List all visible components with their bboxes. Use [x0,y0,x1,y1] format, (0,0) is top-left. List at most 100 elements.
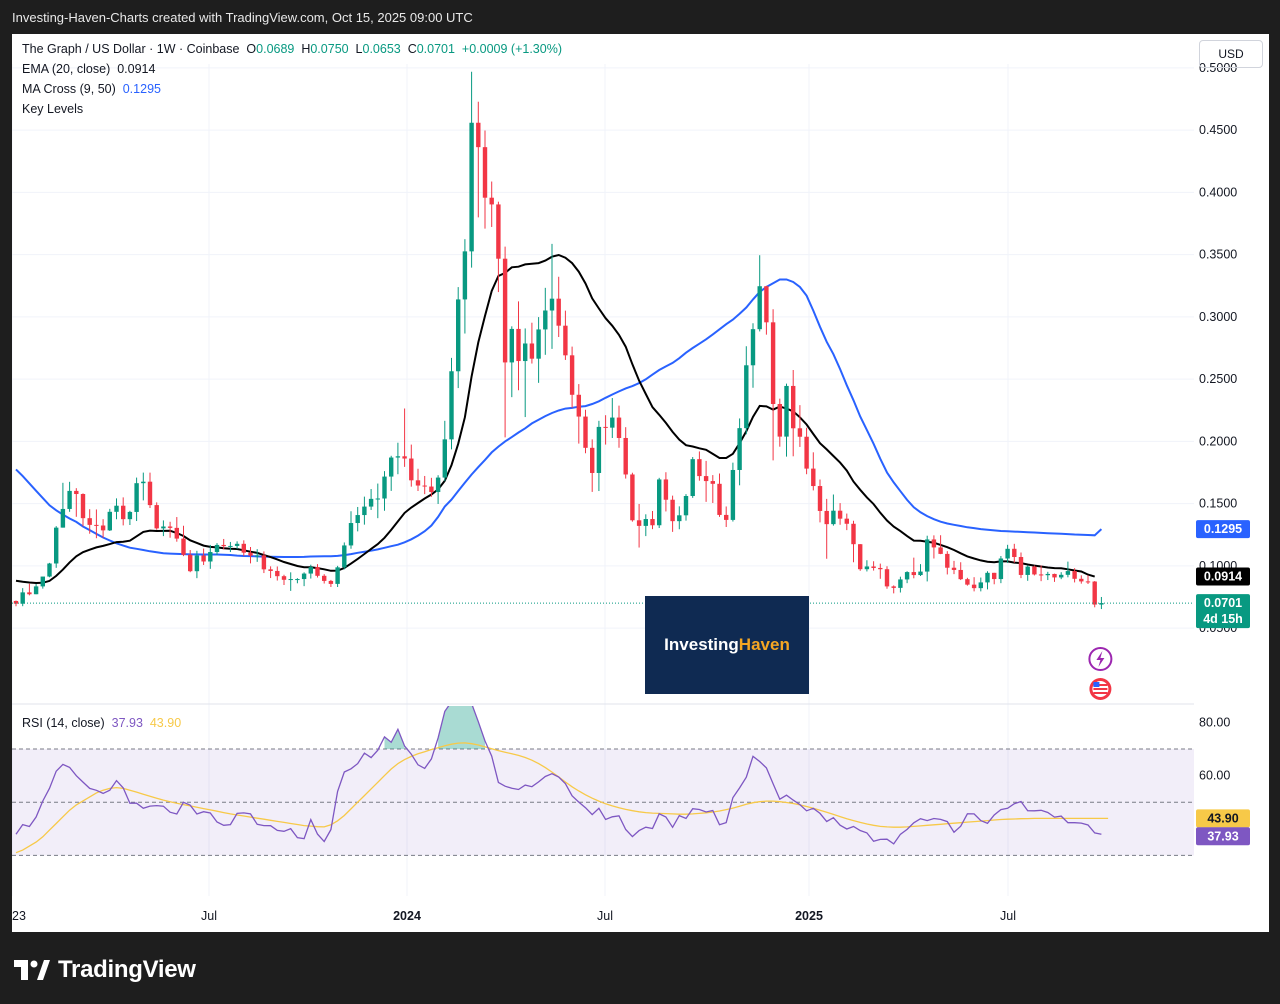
candle [703,460,709,502]
candle [978,577,983,592]
ma-price-badge: 0.1295 [1196,520,1250,539]
price-axis-label: 0.4000 [1199,185,1237,199]
candle [904,571,910,584]
time-axis-label: 23 [12,909,26,923]
candle [891,585,896,594]
candle [60,482,66,528]
candle [409,444,414,487]
low-value: 0.0653 [362,42,401,56]
candle [67,481,72,512]
close-label: C [407,42,417,56]
candle [610,398,615,438]
us-flag-event-icon[interactable] [1089,678,1112,700]
candle [1065,561,1071,578]
time-axis-label: Jul [201,909,217,923]
candle [422,475,427,495]
price-axis-label: 0.2500 [1199,372,1237,386]
candle [489,181,494,227]
svg-text:0.0701: 0.0701 [1204,596,1242,610]
rsi-value: 37.93 [111,716,143,730]
candle [208,544,213,569]
candle [348,511,354,549]
candle [100,519,106,538]
candle [134,477,139,522]
chart-header-title: Investing-Haven-Charts created with Trad… [12,10,473,25]
symbol-legend[interactable]: The Graph / US Dollar · 1W · Coinbase O0… [22,42,562,56]
candle [368,489,374,510]
candle [107,508,112,531]
price-axis-label: 0.4500 [1199,123,1237,137]
rsi-axis-label: 80.00 [1199,715,1230,729]
svg-text:0.1295: 0.1295 [1204,522,1242,536]
candle [717,473,722,517]
watermark-text-investing: Investing [664,635,739,654]
rsi-overbought-fill [438,706,485,749]
price-chart-svg[interactable]: 0.50000.45000.40000.35000.30000.25000.20… [11,34,1269,932]
candle [985,571,990,590]
candle [301,572,307,587]
key-levels-legend[interactable]: Key Levels [22,102,84,116]
candle [1052,573,1057,582]
tradingview-logo[interactable]: TradingView [14,956,196,984]
candle [275,566,280,581]
candle [54,526,59,568]
candle [657,477,662,529]
rsi-badge: 37.93 [1196,827,1250,846]
candle [697,451,702,481]
rsi-axis-label: 60.00 [1199,769,1230,783]
investinghaven-watermark: Investing Haven [645,596,809,694]
candle [1079,575,1084,584]
high-label: H [301,42,311,56]
price-axis-label: 0.3000 [1199,310,1237,324]
tradingview-logo-icon [14,960,50,980]
candle [1032,565,1037,576]
candle [516,301,521,391]
ema-legend[interactable]: EMA (20, close) 0.0914 [22,62,155,76]
candle [931,535,937,559]
candle [791,370,796,457]
candle [214,543,220,556]
candle [523,328,528,418]
candle [811,452,816,491]
candle [630,472,635,522]
candle [590,439,595,492]
chart-panel: 0.5000 0.4500 0.4000 0.3500 0.3000 0.2500 0.20… [11,34,1269,932]
candle [33,584,39,595]
ma-cross-value: 0.1295 [122,82,161,96]
rsi-legend[interactable]: RSI (14, close) 37.93 43.90 [22,716,181,730]
candle [167,521,173,538]
candle [482,130,488,229]
candle [951,560,957,575]
candle [858,544,863,571]
candle [355,506,360,532]
candle [288,572,293,591]
candle [837,503,843,525]
candle [375,483,380,519]
candle [757,255,762,332]
candle [429,477,434,497]
candle [824,498,829,559]
candle [27,583,32,596]
candle [174,517,179,542]
candle [871,561,876,571]
candle [1092,581,1097,608]
candle [730,462,736,522]
ma-cross-legend[interactable]: MA Cross (9, 50) 0.1295 [22,82,161,96]
candle [40,576,45,589]
candle [971,577,977,592]
candle [965,577,970,586]
svg-text:4d 15h: 4d 15h [1203,612,1243,626]
candle [342,542,347,570]
candle [724,506,729,528]
candle [315,564,320,578]
candle [804,427,809,475]
lightning-event-icon[interactable] [1088,647,1113,671]
svg-text:43.90: 43.90 [1207,811,1238,825]
price-axis-label: 0.1500 [1199,497,1237,511]
candle [549,243,555,349]
time-axis-label: Jul [1000,909,1016,923]
currency-button[interactable]: USD [1199,40,1263,68]
candle [616,405,622,448]
svg-text:0.0914: 0.0914 [1204,570,1242,584]
time-axis-label: 2025 [795,909,823,923]
